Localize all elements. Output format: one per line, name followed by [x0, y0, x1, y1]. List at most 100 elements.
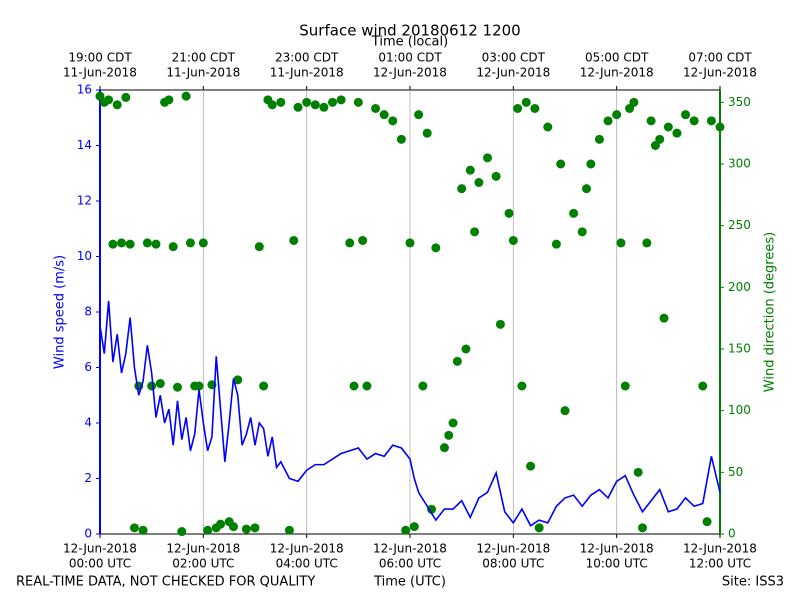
- direction-point: [379, 110, 389, 120]
- direction-point: [638, 523, 647, 533]
- direction-point: [534, 523, 544, 533]
- direction-point: [530, 104, 540, 113]
- x-tick-label: 12:00 UTC: [689, 557, 751, 571]
- direction-point: [715, 122, 725, 132]
- x2-tick-label: 11-Jun-2018: [63, 66, 137, 80]
- direction-point: [702, 517, 712, 527]
- direction-point: [659, 313, 669, 323]
- x2-tick-label: 11-Jun-2018: [166, 66, 240, 80]
- direction-point: [168, 242, 178, 252]
- direction-point: [616, 238, 626, 248]
- x-tick-label: 12-Jun-2018: [683, 542, 757, 556]
- direction-point: [125, 239, 135, 249]
- direction-point: [151, 239, 161, 249]
- x2-tick-label: 21:00 CDT: [172, 51, 236, 65]
- direction-point: [302, 97, 312, 107]
- direction-point: [504, 208, 514, 218]
- direction-point: [444, 430, 454, 440]
- direction-point: [582, 184, 592, 194]
- x2-tick-label: 12-Jun-2018: [580, 66, 654, 80]
- x2-tick-label: 11-Jun-2018: [270, 66, 344, 80]
- x2-axis-label: Time (local): [371, 35, 448, 50]
- direction-point: [129, 523, 139, 533]
- x2-tick-label: 01:00 CDT: [378, 51, 442, 65]
- direction-point: [198, 238, 208, 248]
- direction-point: [203, 525, 213, 535]
- direction-point: [681, 110, 691, 120]
- direction-point: [147, 381, 157, 391]
- x2-tick-label: 23:00 CDT: [275, 51, 339, 65]
- direction-point: [405, 238, 415, 248]
- x2-tick-label: 12-Jun-2018: [373, 66, 447, 80]
- x2-tick-label: 12-Jun-2018: [476, 66, 550, 80]
- direction-point: [388, 116, 398, 126]
- x-tick-label: 08:00 UTC: [482, 557, 544, 571]
- direction-point: [470, 227, 480, 237]
- direction-point: [345, 238, 355, 248]
- direction-point: [138, 525, 148, 535]
- direction-point: [517, 381, 527, 391]
- direction-point: [642, 238, 652, 248]
- x-axis-label: Time (UTC): [373, 575, 446, 590]
- direction-point: [358, 235, 368, 245]
- y-tick-label: 8: [84, 305, 92, 319]
- direction-point: [620, 381, 630, 391]
- direction-point: [612, 110, 622, 120]
- direction-point: [181, 91, 191, 101]
- direction-point: [689, 116, 699, 126]
- direction-point: [672, 128, 682, 138]
- direction-point: [698, 381, 708, 391]
- direction-point: [173, 382, 182, 392]
- direction-point: [663, 122, 673, 132]
- x-tick-label: 12-Jun-2018: [476, 542, 550, 556]
- y2-tick-label: 250: [728, 218, 751, 232]
- y2-tick-label: 300: [728, 157, 751, 171]
- y-tick-label: 16: [77, 83, 92, 97]
- direction-point: [353, 97, 363, 107]
- direction-point: [164, 95, 174, 105]
- direction-point: [108, 239, 118, 249]
- chart-title: Surface wind 20180612 1200: [299, 22, 520, 40]
- x2-tick-label: 03:00 CDT: [482, 51, 546, 65]
- direction-point: [194, 381, 204, 391]
- y2-tick-label: 50: [728, 465, 743, 479]
- direction-point: [465, 165, 475, 175]
- direction-point: [629, 97, 639, 107]
- direction-point: [254, 242, 264, 252]
- direction-point: [427, 504, 437, 514]
- direction-point: [293, 102, 303, 112]
- x-tick-label: 02:00 UTC: [172, 557, 234, 571]
- y2-tick-label: 0: [728, 527, 736, 541]
- direction-point: [569, 208, 579, 218]
- direction-point: [556, 159, 566, 169]
- direction-point: [521, 97, 531, 107]
- direction-point: [594, 134, 604, 144]
- y-tick-label: 14: [77, 138, 92, 152]
- direction-point: [284, 525, 294, 535]
- direction-point: [560, 406, 570, 416]
- direction-point: [250, 523, 260, 533]
- direction-point: [577, 227, 587, 237]
- direction-point: [336, 95, 346, 105]
- direction-point: [551, 239, 561, 249]
- direction-point: [409, 522, 419, 532]
- x-tick-label: 12-Jun-2018: [373, 542, 447, 556]
- x2-tick-label: 05:00 CDT: [585, 51, 649, 65]
- site-label: Site: ISS3: [722, 575, 784, 590]
- y-tick-label: 4: [84, 416, 92, 430]
- direction-point: [448, 418, 458, 428]
- y-tick-label: 2: [84, 471, 92, 485]
- direction-point: [233, 375, 243, 385]
- direction-point: [422, 128, 432, 138]
- direction-point: [362, 381, 372, 391]
- y2-tick-label: 350: [728, 95, 751, 109]
- direction-point: [526, 461, 536, 471]
- direction-point: [603, 116, 613, 126]
- x2-tick-label: 19:00 CDT: [68, 51, 132, 65]
- direction-point: [177, 527, 187, 537]
- direction-point: [276, 97, 286, 107]
- y-tick-label: 6: [84, 360, 92, 374]
- direction-point: [241, 524, 251, 534]
- direction-point: [508, 235, 518, 245]
